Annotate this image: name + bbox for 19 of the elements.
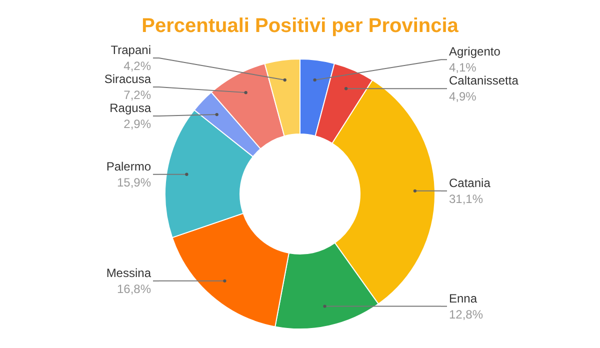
slice-label: Caltanissetta [449,74,519,88]
data-label: 4,2% [124,59,152,73]
data-label: 4,1% [449,60,477,75]
slice-label: Catania [449,176,491,190]
data-label: 2,9% [124,117,152,131]
data-label: 16,8% [116,282,152,296]
slice-label: Agrigento [449,44,501,59]
slice-label: Messina [106,266,152,280]
data-label: 15,9% [116,175,152,190]
data-label: 7,2% [124,88,152,102]
data-label: 4,9% [449,90,477,104]
chart-title: Percentuali Positivi per Provincia [142,15,460,37]
slice-label: Palermo [106,159,152,174]
data-label: 12,8% [449,307,484,322]
slice-label: Ragusa [110,101,152,115]
slice-label: Enna [449,291,478,306]
slice-label: Siracusa [104,72,152,86]
data-label: 31,1% [449,192,484,206]
slice-label: Trapani [110,43,151,57]
